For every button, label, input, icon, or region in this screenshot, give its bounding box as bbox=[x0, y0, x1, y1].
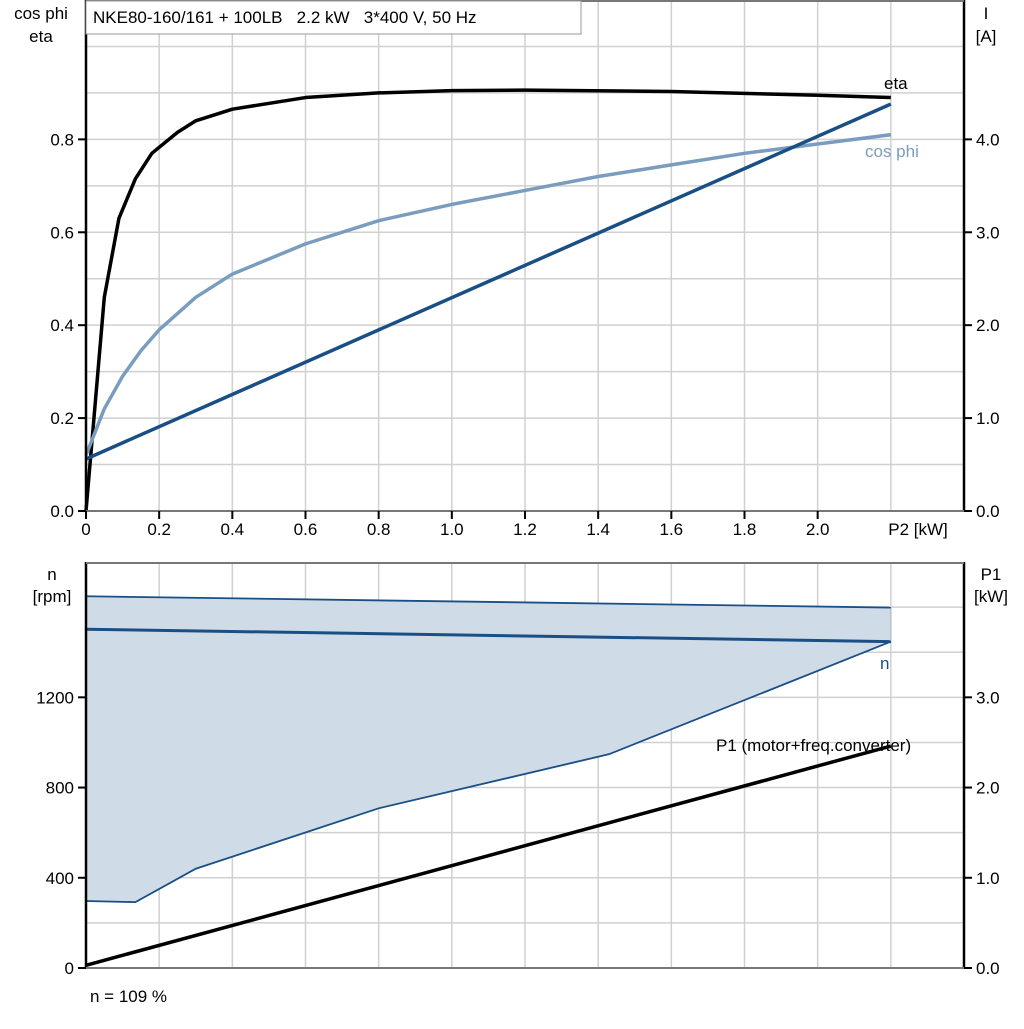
speed-band-lower-line bbox=[85, 640, 892, 904]
series-line-eta bbox=[84, 88, 891, 512]
y-left-tick-label: 0.8 bbox=[50, 130, 74, 149]
y-right-tick-label: 1.0 bbox=[976, 869, 1000, 888]
y-left-tick-label: 800 bbox=[46, 779, 74, 798]
y-right-tick-label: 2.0 bbox=[976, 316, 1000, 335]
label-cos-phi: cos phi bbox=[865, 142, 919, 161]
x-tick-label: 0.4 bbox=[221, 520, 245, 539]
x-tick-label: 0 bbox=[81, 520, 90, 539]
series-line-cos-phi bbox=[84, 132, 892, 456]
series-line-n bbox=[85, 627, 891, 644]
y-left-tick-label: 0.2 bbox=[50, 409, 74, 428]
y-right-tick-label: 2.0 bbox=[976, 779, 1000, 798]
chart-title: NKE80-160/161 + 100LB 2.2 kW 3*400 V, 50… bbox=[93, 8, 477, 27]
y-right-tick-label: 3.0 bbox=[976, 223, 1000, 242]
bottom-series bbox=[85, 627, 892, 967]
top-ylabel-right-1: I bbox=[984, 4, 989, 23]
y-left-tick-label: 0.0 bbox=[50, 502, 74, 521]
y-right-tick-label: 4.0 bbox=[976, 130, 1000, 149]
top-ylabel-left-2: eta bbox=[29, 27, 53, 46]
x-tick-label: 1.2 bbox=[513, 520, 537, 539]
y-right-tick-label: 0.0 bbox=[976, 502, 1000, 521]
y-right-tick-label: 1.0 bbox=[976, 409, 1000, 428]
top-xlabel: P2 [kW] bbox=[888, 520, 948, 539]
tick-labels: 0.0 0.2 0.4 0.6 0.8 0.0 1.0 2.0 3.0 4.0 0 400 800 120… bbox=[36, 130, 999, 978]
speed-band-upper-line bbox=[85, 595, 891, 609]
label-eta: eta bbox=[884, 74, 908, 93]
y-right-tick-label: 0.0 bbox=[976, 959, 1000, 978]
bot-ylabel-right-1: P1 bbox=[981, 565, 1002, 584]
x-tick-label: 1.8 bbox=[733, 520, 757, 539]
bot-ylabel-right-2: [kW] bbox=[974, 587, 1008, 606]
x-tick-label: 0.8 bbox=[367, 520, 391, 539]
title-box bbox=[85, 0, 582, 35]
y-left-tick-label: 400 bbox=[46, 869, 74, 888]
bot-ylabel-left-1: n bbox=[47, 565, 56, 584]
speed-band bbox=[85, 595, 892, 904]
series-line-i bbox=[85, 102, 892, 461]
top-series bbox=[84, 88, 892, 512]
bot-ylabel-left-2: [rpm] bbox=[33, 587, 72, 606]
y-right-tick-label: 3.0 bbox=[976, 688, 1000, 707]
y-left-tick-label: 1200 bbox=[36, 688, 74, 707]
x-tick-label: 0.2 bbox=[147, 520, 171, 539]
x-tick-label: 1.4 bbox=[586, 520, 610, 539]
top-ylabel-left-1: cos phi bbox=[14, 4, 68, 23]
x-tick-label: 0.6 bbox=[294, 520, 318, 539]
top-ylabel-right-2: [A] bbox=[976, 27, 997, 46]
y-left-tick-label: 0 bbox=[65, 959, 74, 978]
label-p1: P1 (motor+freq.converter) bbox=[716, 736, 911, 755]
top-grid bbox=[86, 0, 964, 511]
x-tick-label: 2.0 bbox=[806, 520, 830, 539]
speed-annotation: n = 109 % bbox=[90, 987, 167, 1006]
series-line-p1 bbox=[85, 744, 892, 967]
x-tick-label: 1.0 bbox=[440, 520, 464, 539]
x-tick-label: 1.6 bbox=[660, 520, 684, 539]
label-n: n bbox=[880, 654, 889, 673]
y-left-tick-label: 0.4 bbox=[50, 316, 74, 335]
y-left-tick-label: 0.6 bbox=[50, 223, 74, 242]
